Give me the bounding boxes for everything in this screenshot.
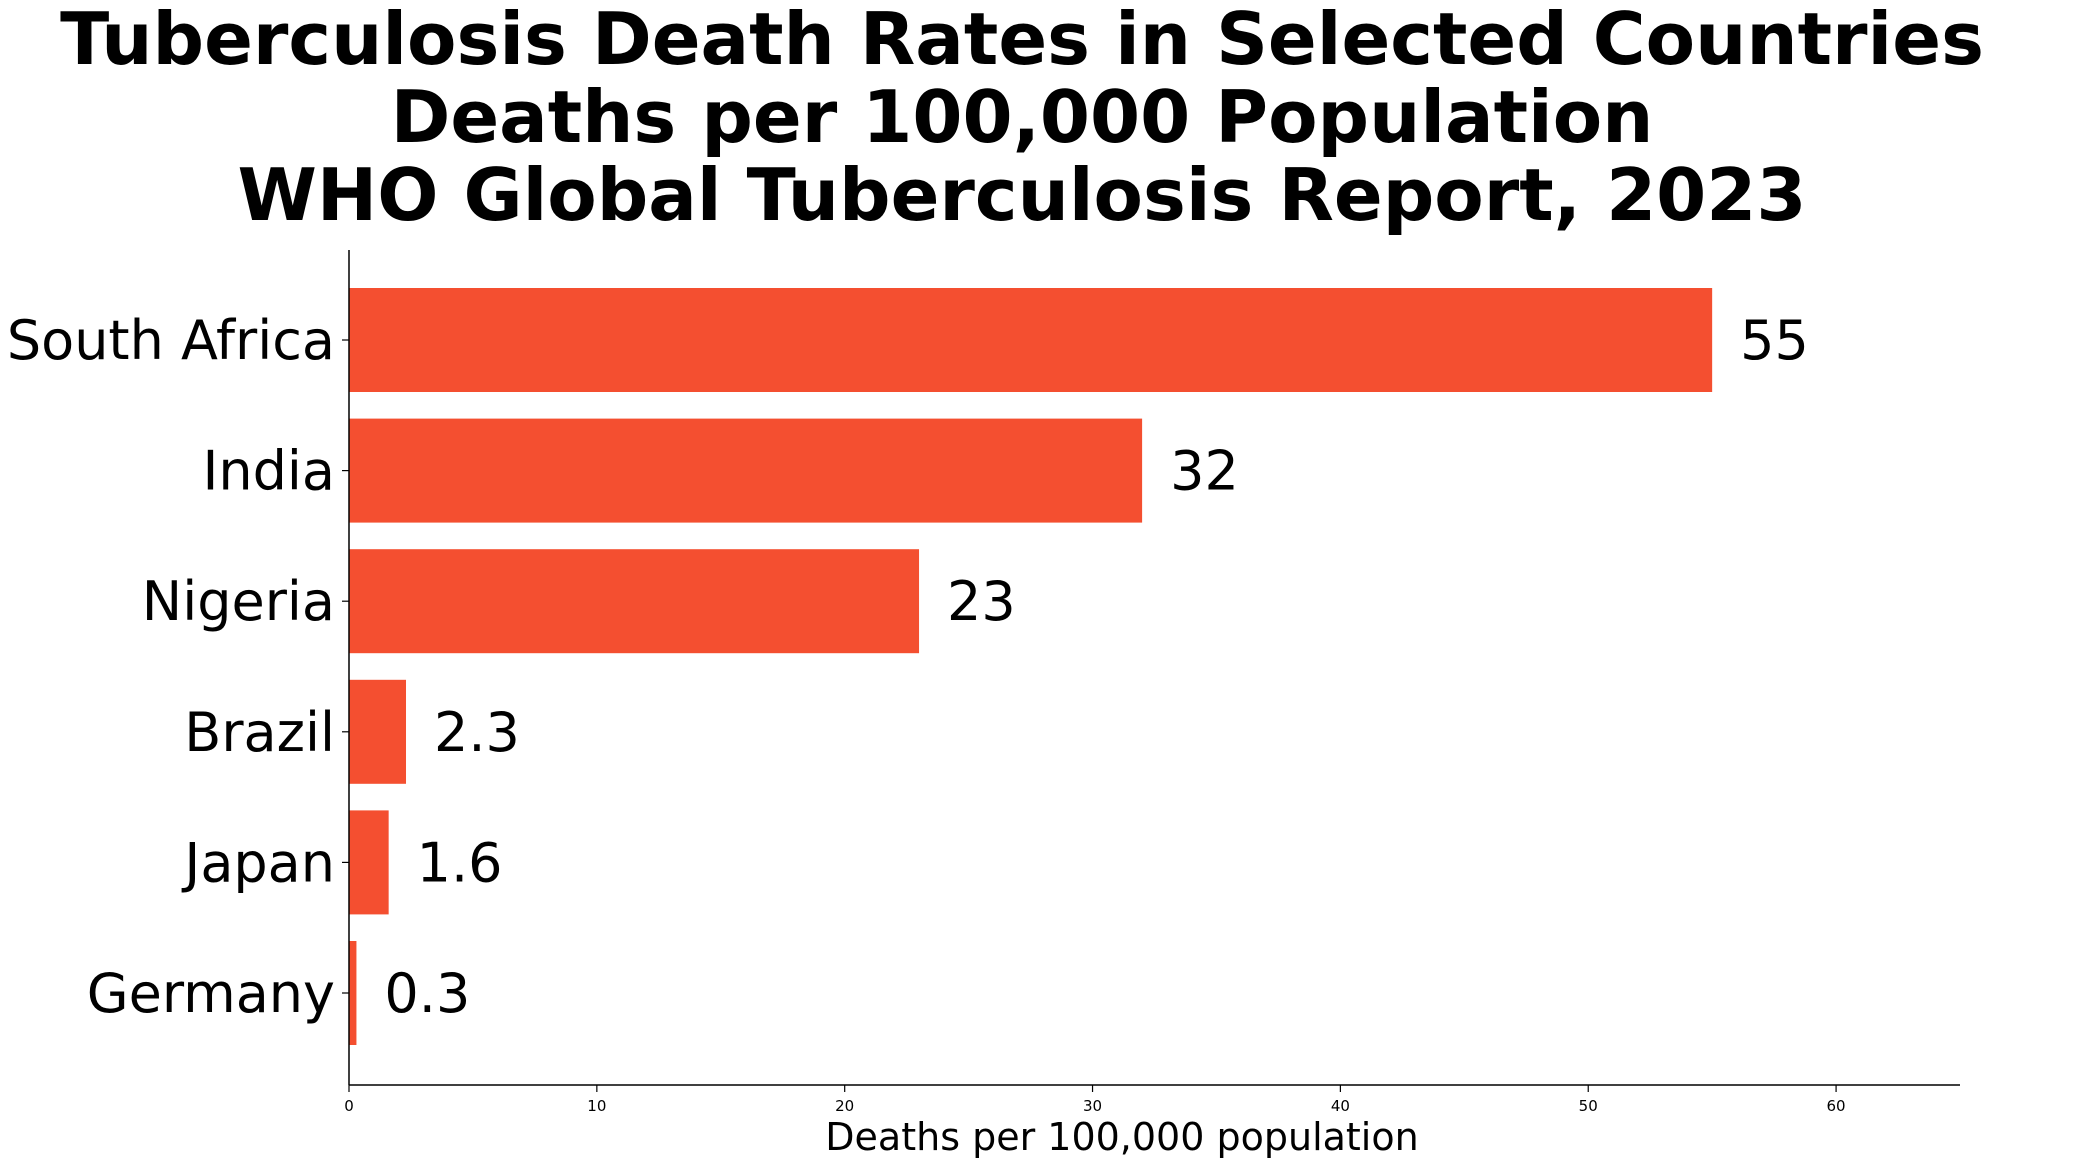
x-tick-label-30: 30 — [1083, 1097, 1102, 1115]
bar-nigeria — [349, 549, 920, 654]
chart-title-line-1: Tuberculosis Death Rates in Selected Cou… — [60, 0, 1984, 81]
data-label-south-africa: 55 — [1740, 309, 1809, 372]
bar-brazil — [349, 679, 407, 784]
x-tick-label-40: 40 — [1331, 1097, 1350, 1115]
bars — [349, 288, 1713, 1045]
data-labels: 55 32 23 2.3 1.6 0.3 — [384, 309, 1808, 1025]
data-label-germany: 0.3 — [384, 962, 470, 1025]
data-label-nigeria: 23 — [947, 570, 1016, 633]
bar-germany — [349, 941, 357, 1045]
chart-title-line-3: WHO Global Tuberculosis Report, 2023 — [238, 153, 1807, 237]
category-label-india: India — [202, 440, 335, 503]
chart-title-line-2: Deaths per 100,000 Population — [391, 75, 1654, 159]
category-label-nigeria: Nigeria — [142, 570, 335, 633]
chart-title: Tuberculosis Death Rates in Selected Cou… — [60, 0, 1984, 237]
x-tick-label-20: 20 — [835, 1097, 854, 1115]
category-label-japan: Japan — [181, 831, 335, 894]
plot-area: South Africa India Nigeria Brazil Japan Germa… — [7, 250, 1960, 1115]
bar-south-africa — [349, 288, 1713, 392]
category-label-germany: Germany — [87, 962, 335, 1025]
data-label-india: 32 — [1170, 440, 1239, 503]
category-label-brazil: Brazil — [184, 701, 335, 764]
x-tick-label-10: 10 — [587, 1097, 606, 1115]
x-tick-label-0: 0 — [344, 1097, 354, 1115]
category-label-south-africa: South Africa — [7, 309, 335, 372]
bar-india — [349, 418, 1143, 523]
x-axis-title: Deaths per 100,000 population — [825, 1115, 1418, 1159]
category-labels: South Africa India Nigeria Brazil Japan Germa… — [7, 309, 349, 1025]
data-label-brazil: 2.3 — [434, 701, 520, 764]
x-tick-label-60: 60 — [1827, 1097, 1846, 1115]
data-label-japan: 1.6 — [417, 831, 503, 894]
x-tick-label-50: 50 — [1579, 1097, 1598, 1115]
bar-japan — [349, 810, 389, 915]
x-axis-ticks: 0 10 20 30 40 50 60 — [344, 1085, 1846, 1115]
